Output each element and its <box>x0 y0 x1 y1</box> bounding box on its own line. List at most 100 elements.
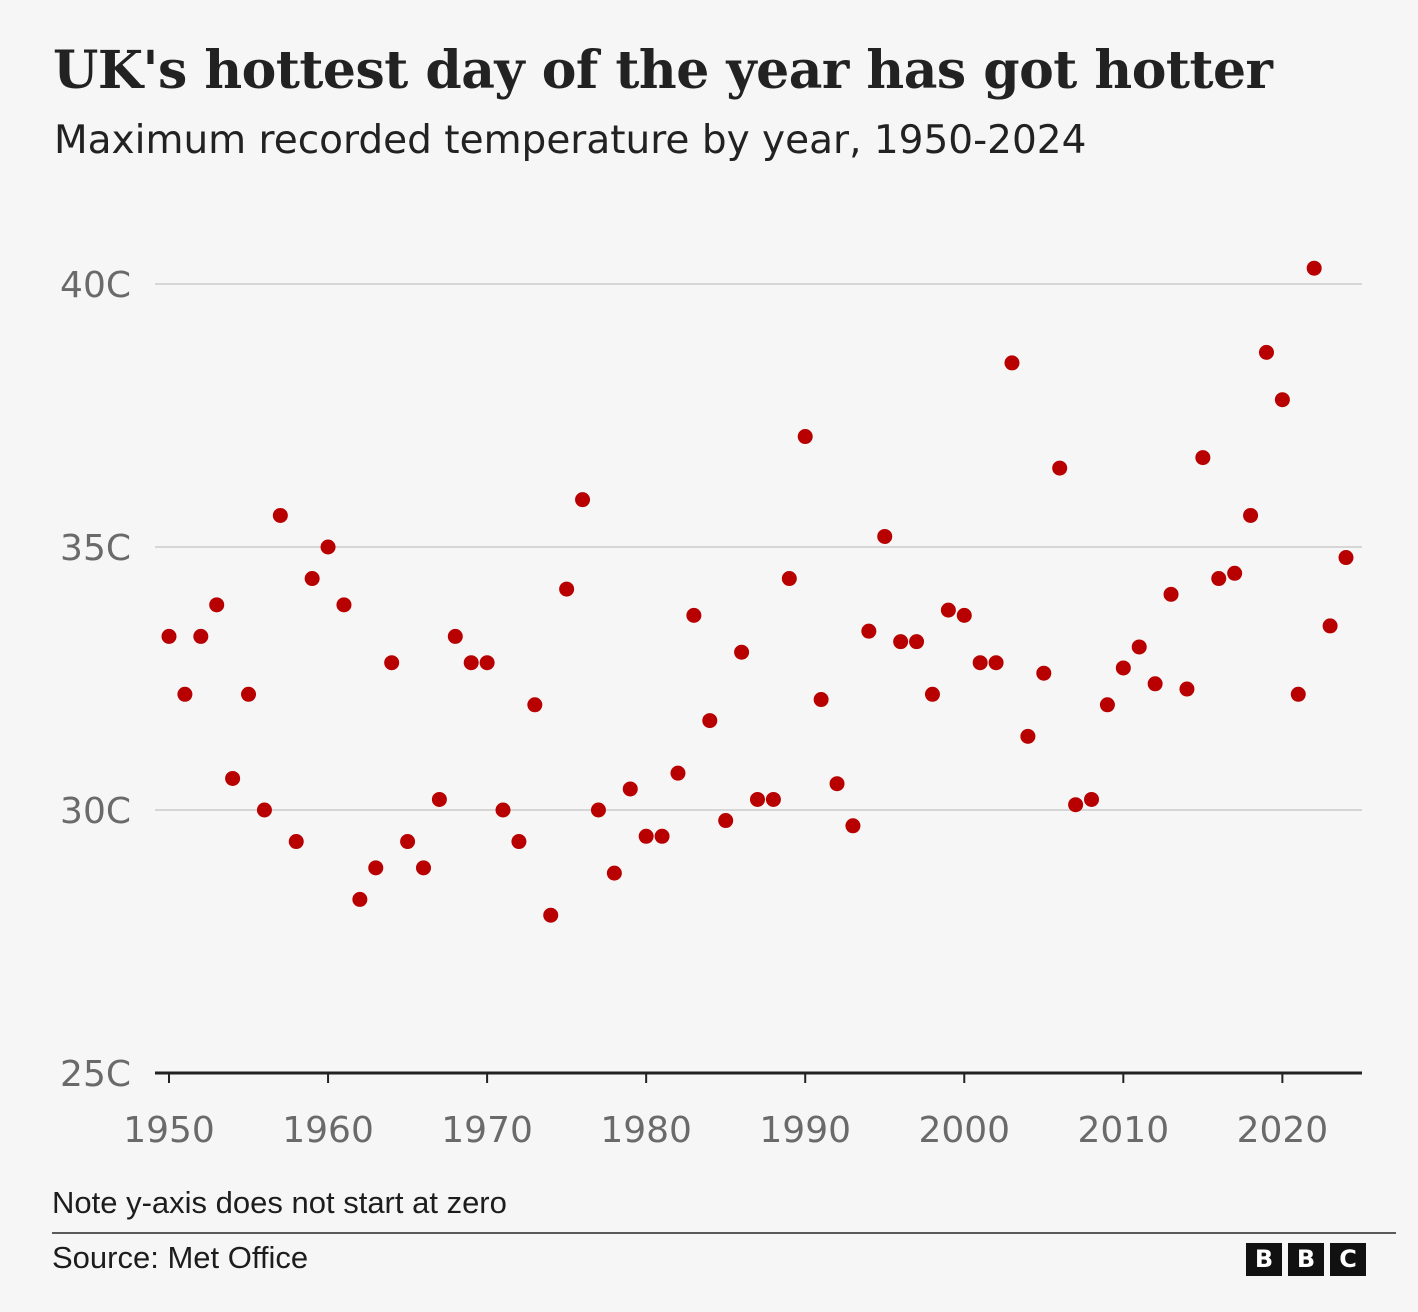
y-tick-label: 30C <box>60 791 131 832</box>
data-point <box>797 429 813 445</box>
data-point <box>1099 697 1115 713</box>
data-point <box>1290 686 1306 702</box>
y-tick-label: 40C <box>60 265 131 306</box>
data-point <box>1068 797 1084 813</box>
x-tick-label: 1960 <box>282 1110 374 1151</box>
data-point <box>225 770 241 786</box>
data-point <box>1052 460 1068 476</box>
scatter-chart: 25C 30C 35C 40C 1950 1960 1970 1980 1990 2000 201… <box>60 260 1362 1151</box>
data-point <box>1131 639 1147 655</box>
y-tick-label: 35C <box>60 528 131 569</box>
data-point <box>718 813 734 829</box>
data-point <box>256 802 272 818</box>
data-point <box>654 828 670 844</box>
data-point <box>861 623 877 639</box>
data-point <box>1274 392 1290 408</box>
data-point <box>527 697 543 713</box>
data-point <box>1179 681 1195 697</box>
data-point <box>686 607 702 623</box>
gridlines <box>155 283 1362 811</box>
data-point <box>1322 618 1338 634</box>
data-point <box>543 907 559 923</box>
data-point <box>893 634 909 650</box>
data-point <box>431 791 447 807</box>
data-point <box>511 834 527 850</box>
data-point <box>495 802 511 818</box>
axis-note: Note y-axis does not start at zero <box>52 1185 507 1220</box>
data-point <box>1084 791 1100 807</box>
data-point <box>1036 665 1052 681</box>
data-point <box>241 686 257 702</box>
data-point <box>702 713 718 729</box>
data-point <box>765 791 781 807</box>
data-point <box>988 655 1004 671</box>
x-tick-label: 2010 <box>1078 1110 1170 1151</box>
data-point <box>1338 550 1354 566</box>
chart-title: UK's hottest day of the year has got hot… <box>53 40 1273 101</box>
data-point <box>415 860 431 876</box>
data-point <box>1004 355 1020 371</box>
data-point <box>479 655 495 671</box>
data-point <box>877 528 893 544</box>
data-point <box>1211 571 1227 587</box>
data-point <box>320 539 336 555</box>
data-point <box>447 628 463 644</box>
data-point <box>463 655 479 671</box>
x-tick-label: 1990 <box>759 1110 851 1151</box>
data-point <box>670 765 686 781</box>
data-point <box>1147 676 1163 692</box>
data-point <box>352 891 368 907</box>
data-point <box>177 686 193 702</box>
data-point <box>1020 728 1036 744</box>
data-point <box>400 834 416 850</box>
data-point <box>272 507 288 523</box>
footer-divider <box>52 1232 1396 1234</box>
data-point <box>368 860 384 876</box>
data-point <box>590 802 606 818</box>
data-point <box>829 776 845 792</box>
data-point <box>209 597 225 613</box>
bbc-logo-letter: B <box>1246 1243 1282 1276</box>
data-point <box>1258 344 1274 360</box>
data-point <box>1243 507 1259 523</box>
data-point <box>1163 586 1179 602</box>
bbc-logo: B B C <box>1246 1243 1366 1276</box>
y-axis-tick-labels: 25C 30C 35C 40C <box>60 265 131 1095</box>
data-point <box>161 628 177 644</box>
data-point <box>304 571 320 587</box>
data-point <box>909 634 925 650</box>
source-credit: Source: Met Office <box>52 1240 309 1275</box>
data-point <box>575 492 591 508</box>
x-tick-label: 2020 <box>1237 1110 1329 1151</box>
data-point <box>336 597 352 613</box>
data-point <box>193 628 209 644</box>
data-point <box>559 581 575 597</box>
data-point <box>622 781 638 797</box>
bbc-logo-letter: B <box>1288 1243 1324 1276</box>
data-point <box>288 834 304 850</box>
y-tick-label: 25C <box>60 1054 131 1095</box>
data-point <box>972 655 988 671</box>
data-point <box>734 644 750 660</box>
data-point <box>813 692 829 708</box>
data-point <box>1115 660 1131 676</box>
chart-subtitle: Maximum recorded temperature by year, 19… <box>54 118 1087 163</box>
data-point <box>924 686 940 702</box>
data-point <box>606 865 622 881</box>
data-point <box>384 655 400 671</box>
x-tick-label: 1950 <box>123 1110 215 1151</box>
data-point <box>1195 450 1211 466</box>
data-point <box>638 828 654 844</box>
data-point <box>956 607 972 623</box>
x-tick-label: 1970 <box>441 1110 533 1151</box>
data-point <box>1306 260 1322 276</box>
bbc-logo-letter: C <box>1330 1243 1366 1276</box>
x-tick-label: 1980 <box>600 1110 692 1151</box>
x-axis-ticks: 1950 1960 1970 1980 1990 2000 2010 2020 <box>123 1073 1328 1151</box>
data-point <box>845 818 861 834</box>
data-points <box>161 260 1354 923</box>
data-point <box>940 602 956 618</box>
data-point <box>781 571 797 587</box>
x-tick-label: 2000 <box>918 1110 1010 1151</box>
data-point <box>1227 565 1243 581</box>
